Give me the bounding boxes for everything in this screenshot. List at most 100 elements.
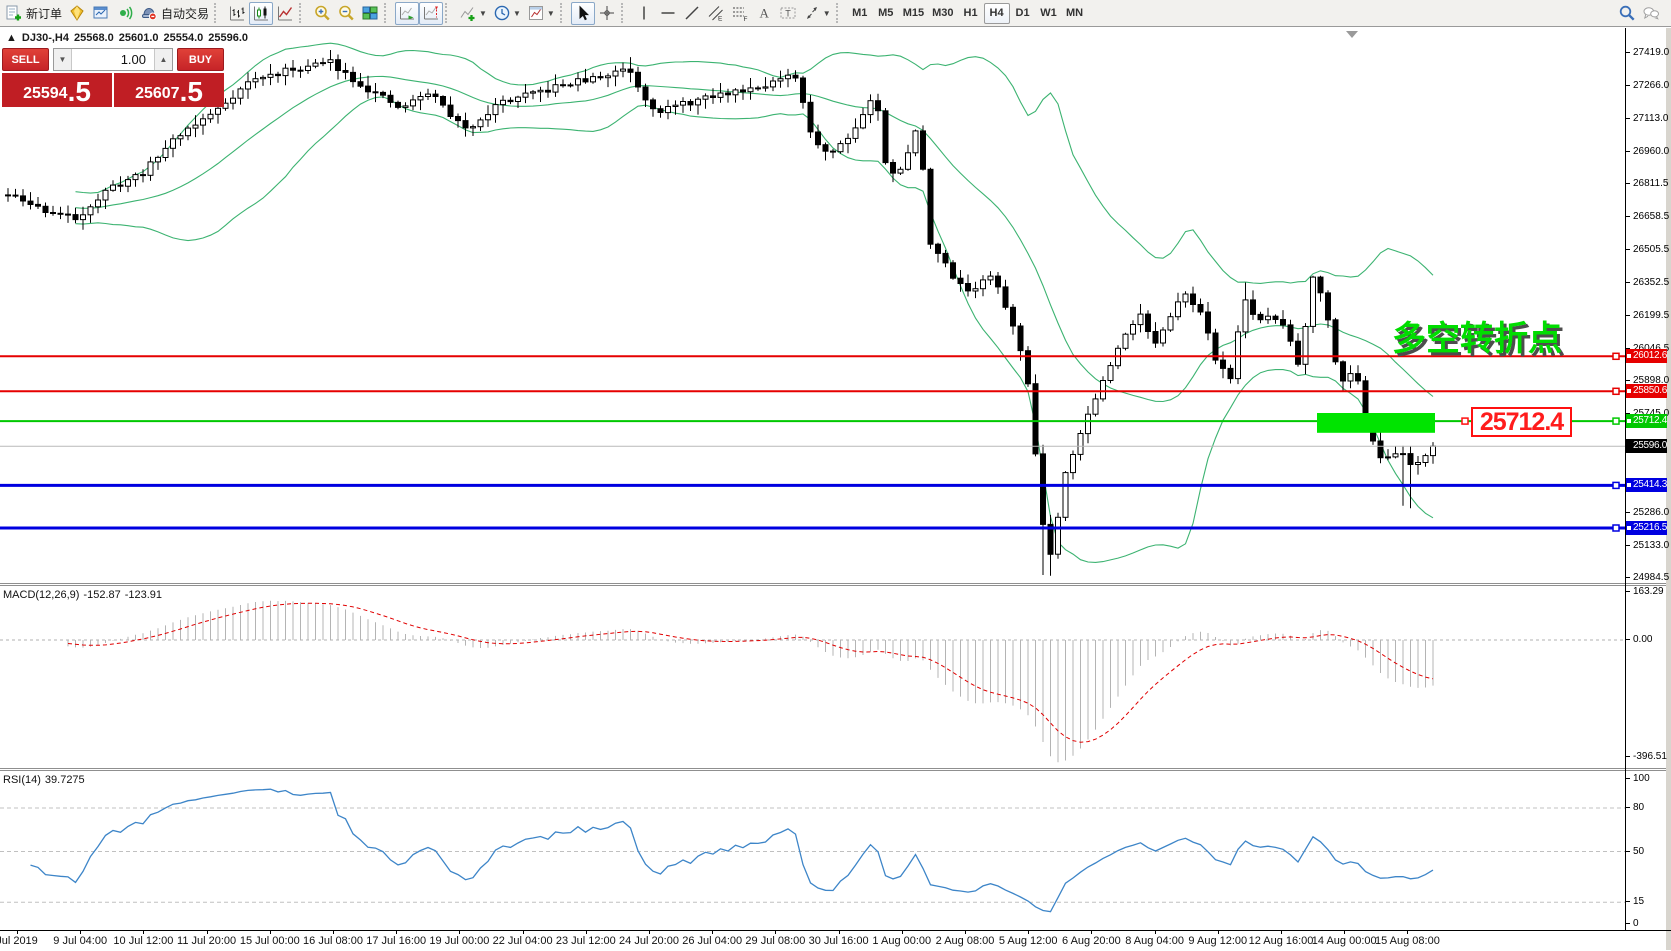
time-label: 9 Jul 04:00 (53, 935, 108, 947)
level-price-label: 25216.5 (1626, 521, 1667, 536)
arrows-button[interactable]: ▼ (800, 2, 834, 25)
callout-anchor-handle[interactable] (1461, 417, 1469, 425)
line-handle[interactable] (1612, 417, 1620, 425)
ohlc-low: 25554.0 (163, 32, 204, 44)
crystal-icon (68, 4, 86, 22)
timeframe-h4-button[interactable]: H4 (983, 2, 1010, 24)
templates-button[interactable]: ▼ (524, 2, 558, 25)
line-chart-button[interactable] (273, 2, 297, 25)
volume-stepper[interactable]: ▼ 1.00 ▲ (53, 48, 173, 71)
rsi-indicator-panel[interactable] (0, 771, 1625, 930)
panel-separator[interactable] (0, 583, 1671, 586)
toolbar-right-icons (1615, 2, 1663, 25)
toolbar-separator (445, 3, 452, 23)
annotation-price-callout[interactable]: 25712.4 (1471, 407, 1572, 437)
timeframe-d1-button[interactable]: D1 (1015, 7, 1030, 19)
fibonacci-icon: F (731, 4, 749, 22)
time-label: 26 Jul 04:00 (682, 935, 743, 947)
macd-indicator-panel[interactable] (0, 586, 1625, 768)
panel-separator[interactable] (0, 768, 1671, 771)
vertical-line-button[interactable] (632, 2, 656, 25)
volume-value[interactable]: 1.00 (120, 52, 146, 67)
dropdown-caret-icon[interactable]: ▼ (479, 8, 487, 18)
timeframe-m5-button[interactable]: M5 (878, 7, 894, 19)
zoom-in-button[interactable] (310, 2, 334, 25)
time-tick (143, 931, 145, 934)
timeframe-m1-button[interactable]: M1 (852, 7, 868, 19)
search-button[interactable] (1615, 2, 1639, 25)
macd-histogram (67, 600, 1434, 763)
volume-increase-button[interactable]: ▲ (154, 49, 172, 70)
line-handle[interactable] (1612, 524, 1620, 532)
new-order-label: 新订单 (26, 6, 63, 21)
highlight-rectangle[interactable] (1317, 413, 1435, 433)
sell-button[interactable]: SELL (2, 48, 49, 71)
timeframe-mn-button[interactable]: MN (1065, 7, 1084, 19)
indicators-icon (459, 4, 477, 22)
time-label: 24 Jul 20:00 (619, 935, 679, 947)
trendline-icon (683, 4, 701, 22)
volume-decrease-button[interactable]: ▼ (54, 49, 72, 70)
channel-button[interactable]: E (704, 2, 728, 25)
dropdown-caret-icon[interactable]: ▼ (512, 8, 521, 18)
fibonacci-button[interactable]: F (728, 2, 752, 25)
buy-price-pips: .5 (179, 76, 203, 107)
chat-button[interactable] (1639, 2, 1663, 25)
tile-windows-button[interactable] (358, 2, 382, 25)
time-axis[interactable]: Jul 2019 9 Jul 04:00 10 Jul 12:00 11 Jul 20… (0, 930, 1671, 951)
timeframe-w1-button[interactable]: W1 (1040, 7, 1057, 19)
chart-shift-marker[interactable] (1346, 31, 1358, 38)
sell-price-pips: .5 (67, 76, 91, 107)
indicators-button[interactable]: ▼ (456, 2, 490, 25)
crosshair-button[interactable] (595, 2, 619, 25)
time-label: 6 Aug 20:00 (1062, 935, 1121, 947)
buy-price-display[interactable]: 25607.5 (114, 73, 224, 107)
time-tick (269, 931, 271, 934)
auto-scroll-button[interactable] (395, 1, 420, 25)
signals-button[interactable] (113, 2, 137, 25)
bollinger-upper (75, 42, 1434, 284)
bar-chart-button[interactable] (225, 2, 249, 25)
timeframe-m15-button[interactable]: M15 (902, 7, 925, 19)
sell-price-display[interactable]: 25594.5 (2, 73, 112, 107)
annotation-turning-point-text[interactable]: 多空转折点 (1392, 320, 1562, 358)
horizontal-line-button[interactable] (656, 2, 680, 25)
svg-text:A: A (759, 6, 769, 21)
ohlc-high: 25601.0 (118, 32, 159, 44)
line-handle[interactable] (1612, 387, 1620, 396)
buy-button[interactable]: BUY (177, 48, 224, 71)
autotrading-button[interactable]: 自动交易 (137, 2, 212, 25)
candles (5, 50, 1436, 576)
line-handle[interactable] (1612, 352, 1620, 361)
cursor-button[interactable] (570, 1, 595, 25)
timeframe-m30-button[interactable]: M30 (932, 7, 954, 19)
channel-icon: E (707, 4, 725, 22)
current-price-label: 25596.0 (1626, 439, 1667, 454)
timeframe-h1-button[interactable]: H1 (963, 7, 978, 19)
vertical-line-icon (635, 4, 653, 22)
price-axis[interactable]: 27419.0 27266.0 27113.0 26960.0 26811.5 26658… (1625, 28, 1669, 930)
dropdown-caret-icon[interactable]: ▼ (546, 8, 555, 18)
dropdown-caret-icon[interactable]: ▼ (822, 8, 831, 18)
trendline-button[interactable] (680, 2, 704, 25)
panel-collapse-arrow[interactable]: ▲ (6, 32, 17, 44)
chart-shift-button[interactable] (419, 1, 444, 25)
ohlc-close: 25596.0 (208, 32, 249, 44)
candle-chart-button[interactable] (249, 1, 274, 25)
candle-chart-icon (252, 4, 270, 22)
symbol-name: DJ30-,H4 (21, 32, 69, 44)
time-tick (1281, 931, 1282, 934)
time-tick (1344, 931, 1346, 934)
new-order-button[interactable]: 新订单 (2, 2, 65, 25)
chart-window[interactable]: 27419.0 27266.0 27113.0 26960.0 26811.5 26658… (0, 28, 1671, 950)
ohlc-open: 25568.0 (73, 32, 114, 44)
macd-label: MACD(12,26,9) -152.87 -123.91 (3, 589, 163, 601)
main-price-chart[interactable] (0, 28, 1625, 583)
line-handle[interactable] (1612, 481, 1620, 490)
zoom-out-button[interactable] (334, 2, 358, 25)
text-label-button[interactable]: T (776, 2, 800, 25)
crystal-button[interactable] (65, 2, 89, 25)
periods-button[interactable]: ▼ (490, 2, 524, 25)
market-watch-button[interactable] (89, 2, 113, 25)
text-button[interactable]: A (752, 2, 776, 25)
